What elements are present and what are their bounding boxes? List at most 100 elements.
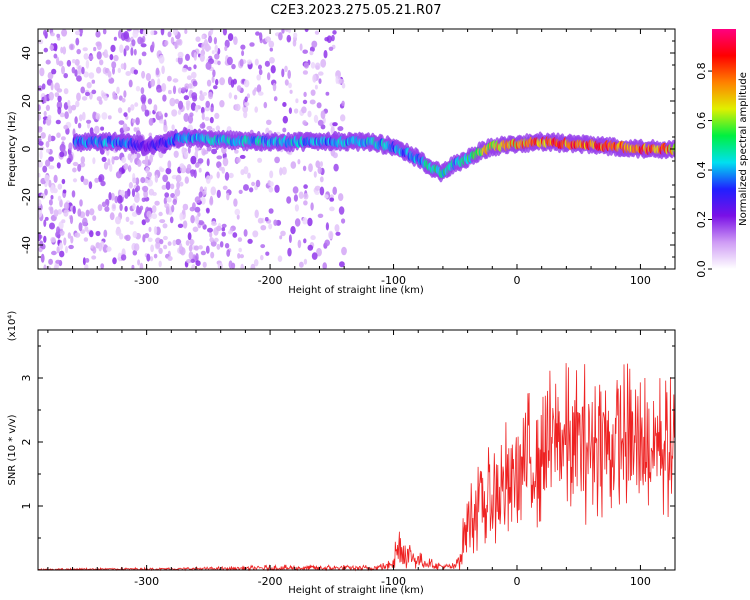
spectrogram-cell	[311, 40, 318, 48]
spectrogram-cell	[59, 250, 65, 258]
spectrogram-cell	[114, 195, 119, 204]
spectrogram-cell	[93, 46, 97, 52]
spectrogram-cell	[243, 111, 248, 119]
snr-series	[37, 363, 675, 572]
spectrogram-cell	[195, 260, 201, 267]
spectrogram-cell	[49, 184, 55, 194]
spectrogram-cell	[213, 37, 217, 45]
spectrogram-cell	[83, 237, 89, 242]
spectrogram-cell	[115, 216, 121, 225]
spectrogram-cell	[61, 65, 65, 75]
spectrogram-cell	[75, 37, 80, 46]
spectrogram-cell	[200, 196, 206, 205]
spectrogram-cell	[54, 92, 60, 98]
spectrogram-cell	[253, 259, 259, 267]
spectrogram-cell	[202, 150, 209, 155]
spectrogram-cell	[111, 61, 117, 69]
spectrogram-cell	[71, 104, 77, 111]
spectrogram-cell	[205, 245, 210, 254]
spectrogram-cell	[147, 237, 153, 243]
spectrogram-cell	[202, 92, 208, 96]
spectrogram-cell	[116, 86, 120, 95]
spectrogram-cell	[193, 64, 197, 70]
spectrogram-cell	[132, 177, 137, 184]
spectrogram-cell	[92, 246, 97, 254]
spectrogram-cell	[106, 199, 110, 207]
spectrogram-cell	[186, 164, 192, 171]
spectrogram-cell	[238, 247, 242, 253]
spectrogram-cell	[77, 164, 82, 172]
spectrogram-cell	[195, 215, 199, 222]
spectrogram-cell	[108, 192, 112, 201]
spectrogram-cell	[57, 195, 62, 202]
spectrogram-cell	[47, 114, 52, 121]
x-tick-label: 100	[630, 575, 651, 588]
spectrogram-cell	[119, 44, 124, 53]
spectrogram-cell	[58, 60, 64, 67]
spectrogram-cell	[213, 85, 218, 90]
spectrogram-cell	[179, 242, 183, 251]
spectrogram-cell	[165, 167, 172, 175]
figure-title: C2E3.2023.275.05.21.R07	[270, 3, 441, 18]
colorbar-tick-label: 0.6	[695, 112, 708, 129]
spectrogram-cell	[209, 195, 214, 205]
spectrogram-cell	[48, 156, 54, 162]
spectrogram-cell	[61, 29, 68, 37]
spectrogram-cell	[288, 234, 292, 244]
spectrogram-cell	[74, 69, 78, 77]
x-tick-label: -300	[134, 274, 159, 287]
spectrogram-cell	[191, 71, 197, 79]
spectrogram-cell	[94, 177, 99, 183]
spectrogram-cell	[140, 94, 147, 103]
spectrogram-cell	[317, 213, 324, 218]
spectrogram-cell	[341, 82, 346, 89]
spectrogram-cell	[154, 174, 159, 183]
spectrogram-cell	[146, 253, 151, 262]
spectrogram-cell	[301, 106, 307, 114]
spectrogram-cell	[320, 110, 326, 119]
spectrogram-cell	[317, 166, 322, 174]
spectrogram-cell	[206, 158, 210, 167]
spectrogram-cell	[112, 204, 116, 209]
spectrogram-cell	[287, 247, 292, 257]
y-tick-label: 1	[20, 503, 33, 510]
spectrogram-cell	[142, 234, 146, 243]
spectrogram-cell	[50, 236, 56, 243]
spectrogram-cell	[194, 196, 201, 204]
spectrogram-cell	[109, 163, 113, 172]
spectrogram-cell	[153, 253, 158, 259]
spectrogram-cell	[76, 92, 81, 102]
spectrogram-cell	[259, 32, 263, 41]
spectrogram-cell	[99, 59, 104, 66]
spectrogram-cell	[151, 41, 155, 50]
spectrogram-cell	[254, 106, 258, 113]
spectrogram-cell	[236, 214, 240, 220]
spectrogram-cell	[139, 29, 144, 35]
spectrogram-cell	[272, 82, 277, 92]
spectrogram-cell	[170, 183, 175, 190]
spectrogram-cell	[51, 250, 57, 256]
spectrogram-cell	[273, 96, 278, 102]
spectrogram-cell	[227, 33, 234, 42]
spectrogram-cell	[38, 138, 42, 143]
spectrogram-cell	[45, 159, 51, 167]
spectrogram-cell	[180, 87, 187, 92]
x-tick-label: -200	[258, 575, 283, 588]
spectrogram-cell	[100, 126, 105, 131]
spectrogram-cell	[184, 83, 190, 90]
spectrogram-cell	[117, 195, 123, 204]
colorbar-tick-label: 0.8	[695, 62, 708, 80]
spectrogram-cell	[171, 204, 175, 213]
spectrogram-cell	[72, 161, 79, 167]
spectrogram-cell	[211, 50, 215, 55]
spectrogram-cell	[219, 100, 225, 108]
spectrogram-cell	[74, 59, 80, 66]
spectrogram-cell	[255, 179, 261, 188]
spectrogram-cell	[131, 211, 138, 217]
spectrogram-cell	[274, 184, 280, 193]
spectrogram-cell	[97, 204, 103, 212]
spectrogram-cell	[281, 68, 285, 78]
spectrogram-cell	[151, 213, 158, 220]
spectrogram-cell	[161, 65, 165, 75]
